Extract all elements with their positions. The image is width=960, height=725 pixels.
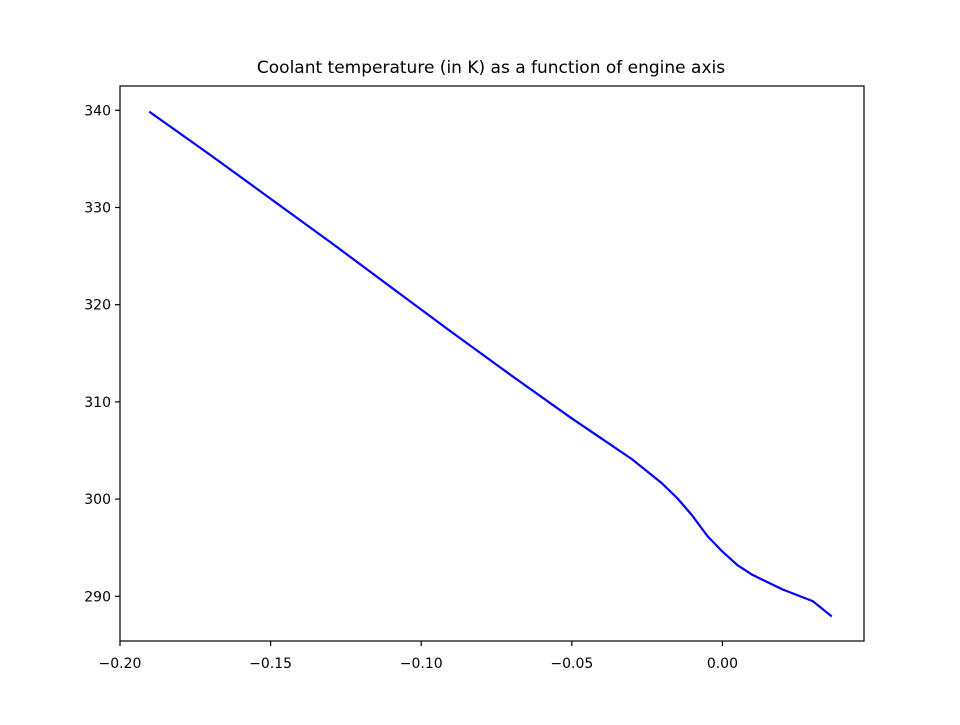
- chart-title: Coolant temperature (in K) as a function…: [257, 58, 725, 78]
- x-tick-label: −0.15: [249, 656, 292, 672]
- y-tick-label: 330: [84, 200, 111, 216]
- y-tick-label: 310: [84, 395, 111, 411]
- y-tick-label: 320: [84, 298, 111, 314]
- y-tick-label: 300: [84, 492, 111, 508]
- x-tick-label: 0.00: [707, 656, 738, 672]
- x-tick-label: −0.20: [99, 656, 142, 672]
- x-tick-label: −0.05: [550, 656, 593, 672]
- y-tick-label: 290: [84, 589, 111, 605]
- plot-frame: [119, 85, 865, 642]
- x-tick-label: −0.10: [400, 656, 443, 672]
- series-line-1: [148, 110, 833, 618]
- y-tick-label: 340: [84, 103, 111, 119]
